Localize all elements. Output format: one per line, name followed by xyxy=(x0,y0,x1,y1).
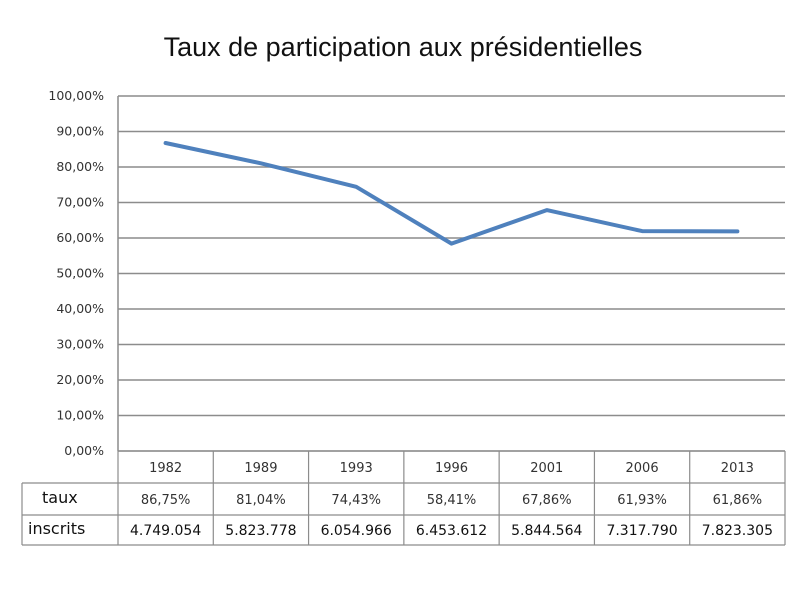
table-cell: 6.453.612 xyxy=(416,523,487,539)
y-tick-label: 100,00% xyxy=(48,88,104,103)
x-category-label: 1989 xyxy=(244,461,277,476)
series-taux xyxy=(163,141,740,246)
table-cell: 7.823.305 xyxy=(702,523,773,539)
series-line xyxy=(163,141,740,246)
x-category-label: 2013 xyxy=(721,461,754,476)
y-tick-label: 90,00% xyxy=(56,124,104,139)
x-category-label: 1993 xyxy=(340,461,373,476)
table-cell: 6.054.966 xyxy=(321,523,392,539)
x-category-label: 1996 xyxy=(435,461,468,476)
table-row-label: taux xyxy=(42,488,78,507)
table-row-label: inscrits xyxy=(28,519,85,538)
gridlines xyxy=(117,95,785,452)
y-tick-label: 60,00% xyxy=(56,230,104,245)
x-category-label: 2006 xyxy=(626,461,659,476)
y-tick-label: 80,00% xyxy=(56,159,104,174)
table-cell: 67,86% xyxy=(522,493,572,508)
y-tick-label: 30,00% xyxy=(56,337,104,352)
y-axis-ticks: 0,00% 10,00% 20,00% 30,00% 40,00% 50,00% 60,00… xyxy=(48,88,104,458)
table-cell: 86,75% xyxy=(141,493,191,508)
chart-title: Taux de participation aux présidentielle… xyxy=(163,32,643,62)
y-tick-label: 70,00% xyxy=(56,195,104,210)
y-tick-label: 0,00% xyxy=(64,443,104,458)
table-cell: 58,41% xyxy=(427,493,477,508)
table-cell: 61,86% xyxy=(713,493,763,508)
x-category-label: 1982 xyxy=(149,461,182,476)
x-category-label: 2001 xyxy=(530,461,563,476)
y-tick-label: 40,00% xyxy=(56,301,104,316)
y-tick-label: 10,00% xyxy=(56,408,104,423)
table-cell: 4.749.054 xyxy=(130,523,201,539)
table-cell: 5.844.564 xyxy=(511,523,582,539)
table-cell: 74,43% xyxy=(331,493,381,508)
y-tick-label: 20,00% xyxy=(56,372,104,387)
data-table-text: 1982 1989 1993 1996 2001 2006 2013 taux 86,75% 81… xyxy=(28,461,773,539)
data-table-grid xyxy=(21,450,786,546)
table-cell: 61,93% xyxy=(617,493,667,508)
y-tick-label: 50,00% xyxy=(56,266,104,281)
table-cell: 81,04% xyxy=(236,493,286,508)
table-cell: 7.317.790 xyxy=(606,523,677,539)
table-cell: 5.823.778 xyxy=(225,523,296,539)
